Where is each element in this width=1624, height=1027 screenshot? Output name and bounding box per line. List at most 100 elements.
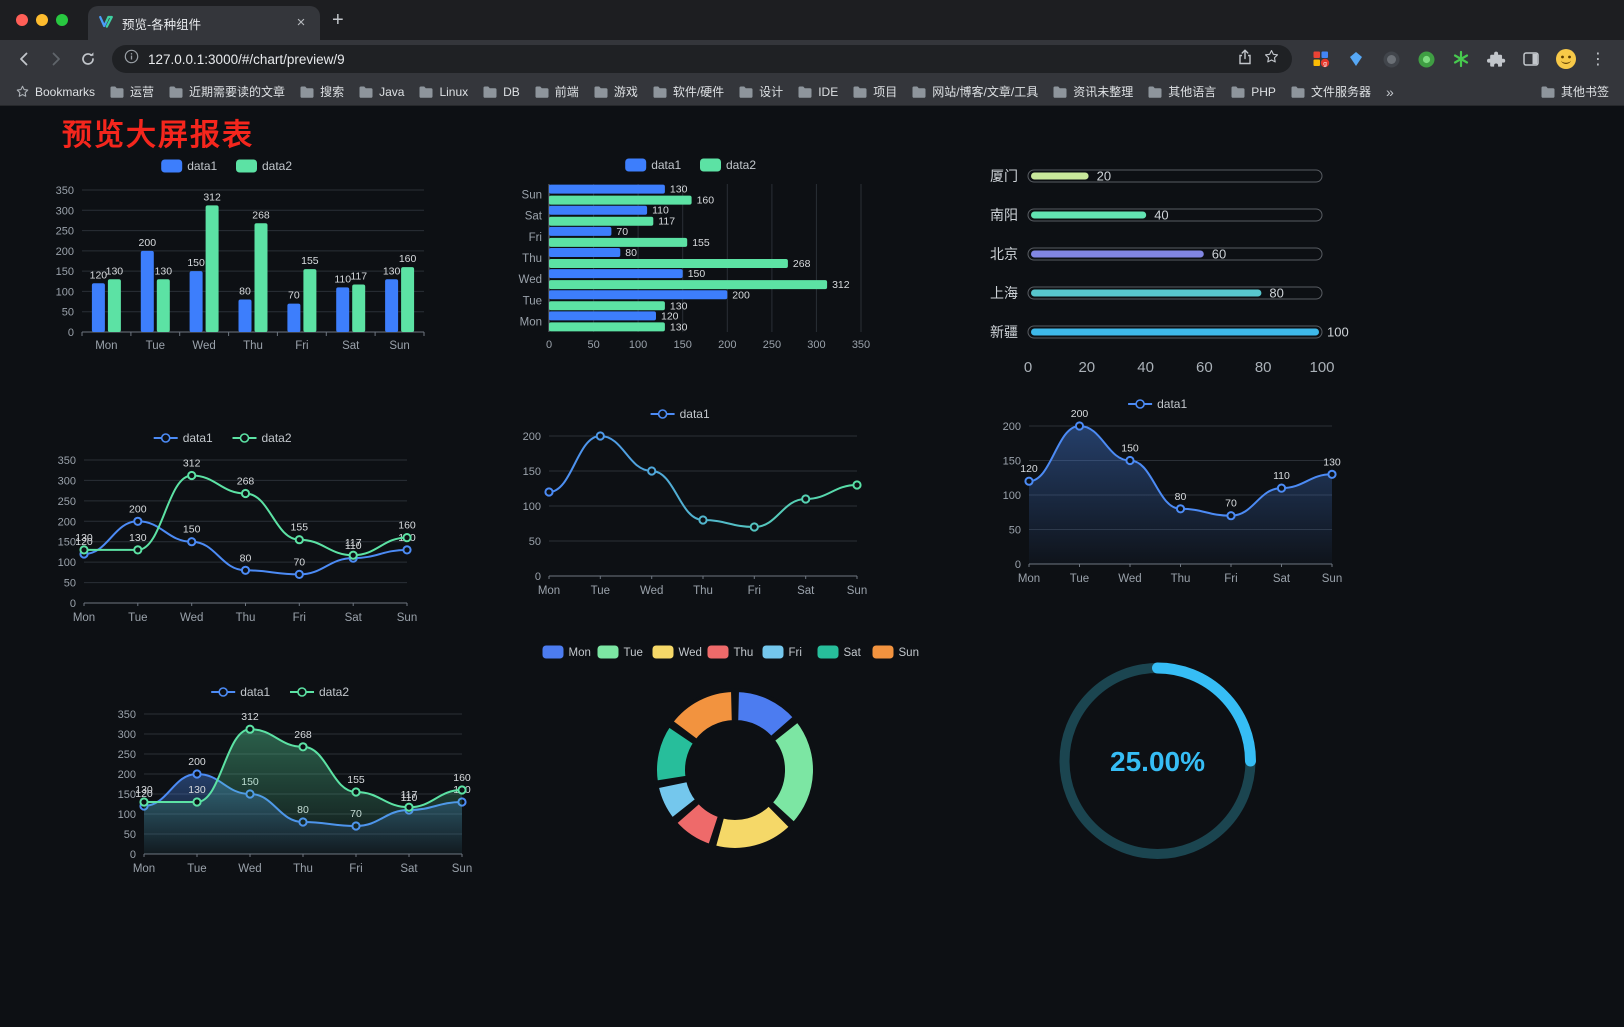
bookmarks-overflow-chevron[interactable]: » bbox=[1385, 83, 1394, 100]
svg-text:Wed: Wed bbox=[519, 274, 542, 286]
svg-text:100: 100 bbox=[1309, 359, 1334, 376]
zoom-window-button[interactable] bbox=[56, 14, 68, 26]
bookmark-folder[interactable]: 搜索 bbox=[294, 81, 349, 102]
svg-text:80: 80 bbox=[240, 552, 252, 564]
svg-text:130: 130 bbox=[135, 784, 153, 796]
close-window-button[interactable] bbox=[16, 14, 28, 26]
svg-text:Mon: Mon bbox=[133, 863, 155, 875]
bookmark-folder-label: DB bbox=[503, 84, 520, 99]
bookmark-star-icon[interactable] bbox=[1263, 48, 1280, 70]
folder-icon bbox=[1148, 86, 1162, 98]
svg-text:200: 200 bbox=[1003, 421, 1021, 433]
svg-text:268: 268 bbox=[237, 476, 255, 488]
bookmark-folder-label: 前端 bbox=[554, 85, 579, 99]
svg-text:160: 160 bbox=[697, 195, 715, 207]
bookmark-folder[interactable]: 文件服务器 bbox=[1285, 81, 1376, 102]
extension-blue-gem-icon[interactable] bbox=[1343, 46, 1369, 72]
browser-menu-icon[interactable]: ⋮ bbox=[1590, 51, 1606, 68]
share-icon[interactable] bbox=[1237, 49, 1253, 70]
svg-text:Mon: Mon bbox=[73, 612, 95, 624]
address-bar[interactable]: 127.0.0.1:3000/#/chart/preview/9 bbox=[112, 45, 1292, 73]
svg-text:350: 350 bbox=[58, 455, 76, 467]
bookmark-folder[interactable]: 网站/博客/文章/工具 bbox=[906, 81, 1043, 102]
extension-green-asterisk-icon[interactable] bbox=[1448, 46, 1474, 72]
forward-button[interactable] bbox=[42, 45, 70, 73]
horizontal-bar-chart: 0 50 100 150 200 250 300 350 Mon 120 130 Tue 200 130 W… bbox=[505, 152, 895, 362]
bookmark-folder[interactable]: DB bbox=[477, 82, 525, 102]
folder-icon bbox=[169, 86, 183, 98]
bookmarks-root-folder[interactable]: Bookmarks bbox=[10, 82, 100, 101]
extension-grid-icon[interactable]: g bbox=[1308, 46, 1334, 72]
bookmark-folder[interactable]: Linux bbox=[413, 82, 473, 102]
svg-text:200: 200 bbox=[718, 339, 736, 351]
bookmark-folder[interactable]: 近期需要读的文章 bbox=[163, 81, 290, 102]
other-bookmarks-folder[interactable]: 其他书签 bbox=[1535, 81, 1614, 102]
bookmark-folder[interactable]: IDE bbox=[792, 82, 843, 102]
bookmark-folder-label: 项目 bbox=[873, 85, 898, 99]
svg-text:50: 50 bbox=[62, 307, 74, 319]
svg-text:160: 160 bbox=[453, 772, 471, 784]
folder-icon bbox=[853, 86, 867, 98]
svg-text:117: 117 bbox=[345, 537, 362, 549]
svg-text:350: 350 bbox=[118, 709, 136, 721]
minimize-window-button[interactable] bbox=[36, 14, 48, 26]
svg-text:0: 0 bbox=[130, 849, 136, 861]
bookmark-folder[interactable]: 其他语言 bbox=[1142, 81, 1221, 102]
star-icon bbox=[16, 85, 29, 97]
svg-text:268: 268 bbox=[252, 209, 270, 221]
svg-text:100: 100 bbox=[1327, 325, 1349, 340]
bookmark-folder-label: 运营 bbox=[130, 85, 155, 99]
bookmark-folder[interactable]: 设计 bbox=[733, 81, 788, 102]
new-tab-button[interactable]: + bbox=[332, 9, 344, 31]
svg-text:Fri: Fri bbox=[529, 232, 542, 244]
profile-avatar[interactable] bbox=[1553, 46, 1579, 72]
folder-icon bbox=[594, 86, 608, 98]
svg-text:Mon: Mon bbox=[95, 340, 117, 352]
svg-text:200: 200 bbox=[58, 516, 76, 528]
bookmark-folder-label: PHP bbox=[1251, 84, 1276, 99]
bookmark-folder-label: 文件服务器 bbox=[1310, 85, 1371, 99]
extension-green-circle-icon[interactable] bbox=[1413, 46, 1439, 72]
side-panel-icon[interactable] bbox=[1518, 46, 1544, 72]
svg-text:155: 155 bbox=[301, 255, 319, 267]
line-single-svg: 0 50 100 150 200 Mon Tue Wed Thu Fri Sat Sun data1 bbox=[523, 407, 868, 597]
bar-grouped-svg: 050100150200250300350Mon120130Tue200130W… bbox=[56, 159, 425, 352]
svg-text:25.00%: 25.00% bbox=[1110, 746, 1205, 777]
svg-text:155: 155 bbox=[291, 522, 309, 534]
bookmark-folder[interactable]: 前端 bbox=[529, 81, 584, 102]
svg-text:Thu: Thu bbox=[1171, 573, 1191, 585]
single-area-line-chart: 0 50 100 150 200 Mon Tue Wed Thu Fri Sat Sun 120 200 1… bbox=[985, 388, 1350, 598]
svg-text:Tue: Tue bbox=[1070, 573, 1089, 585]
bookmark-folder[interactable]: 项目 bbox=[847, 81, 902, 102]
svg-text:0: 0 bbox=[1024, 359, 1032, 376]
bookmark-folder[interactable]: PHP bbox=[1225, 82, 1281, 102]
bookmark-folder[interactable]: 软件/硬件 bbox=[647, 81, 729, 102]
svg-text:20: 20 bbox=[1078, 359, 1095, 376]
svg-text:Fri: Fri bbox=[349, 863, 362, 875]
browser-tab[interactable]: 预览-各种组件 × bbox=[88, 6, 320, 40]
svg-text:data1: data1 bbox=[1157, 397, 1187, 411]
bookmark-folder[interactable]: Java bbox=[353, 82, 409, 102]
svg-text:200: 200 bbox=[56, 246, 74, 258]
svg-text:268: 268 bbox=[294, 729, 312, 741]
svg-text:80: 80 bbox=[625, 247, 637, 259]
site-info-icon[interactable] bbox=[124, 49, 139, 69]
extension-dark-globe-icon[interactable] bbox=[1378, 46, 1404, 72]
svg-text:150: 150 bbox=[58, 537, 76, 549]
tab-close-icon[interactable]: × bbox=[296, 14, 306, 31]
svg-text:200: 200 bbox=[523, 431, 541, 443]
extensions-puzzle-icon[interactable] bbox=[1483, 46, 1509, 72]
svg-text:Tue: Tue bbox=[146, 340, 165, 352]
bookmark-folder-label: 网站/博客/文章/工具 bbox=[932, 85, 1039, 99]
svg-text:上海: 上海 bbox=[990, 285, 1018, 301]
single-line-chart: 0 50 100 150 200 Mon Tue Wed Thu Fri Sat Sun data1 bbox=[505, 398, 875, 610]
bookmark-folder[interactable]: 资讯未整理 bbox=[1047, 81, 1138, 102]
back-button[interactable] bbox=[10, 45, 38, 73]
bookmark-folder[interactable]: 游戏 bbox=[588, 81, 643, 102]
svg-text:120: 120 bbox=[1020, 463, 1038, 475]
bookmark-folder[interactable]: 运营 bbox=[104, 81, 159, 102]
svg-text:130: 130 bbox=[1323, 456, 1341, 468]
reload-button[interactable] bbox=[74, 45, 102, 73]
svg-text:150: 150 bbox=[674, 339, 692, 351]
svg-text:160: 160 bbox=[399, 253, 417, 265]
